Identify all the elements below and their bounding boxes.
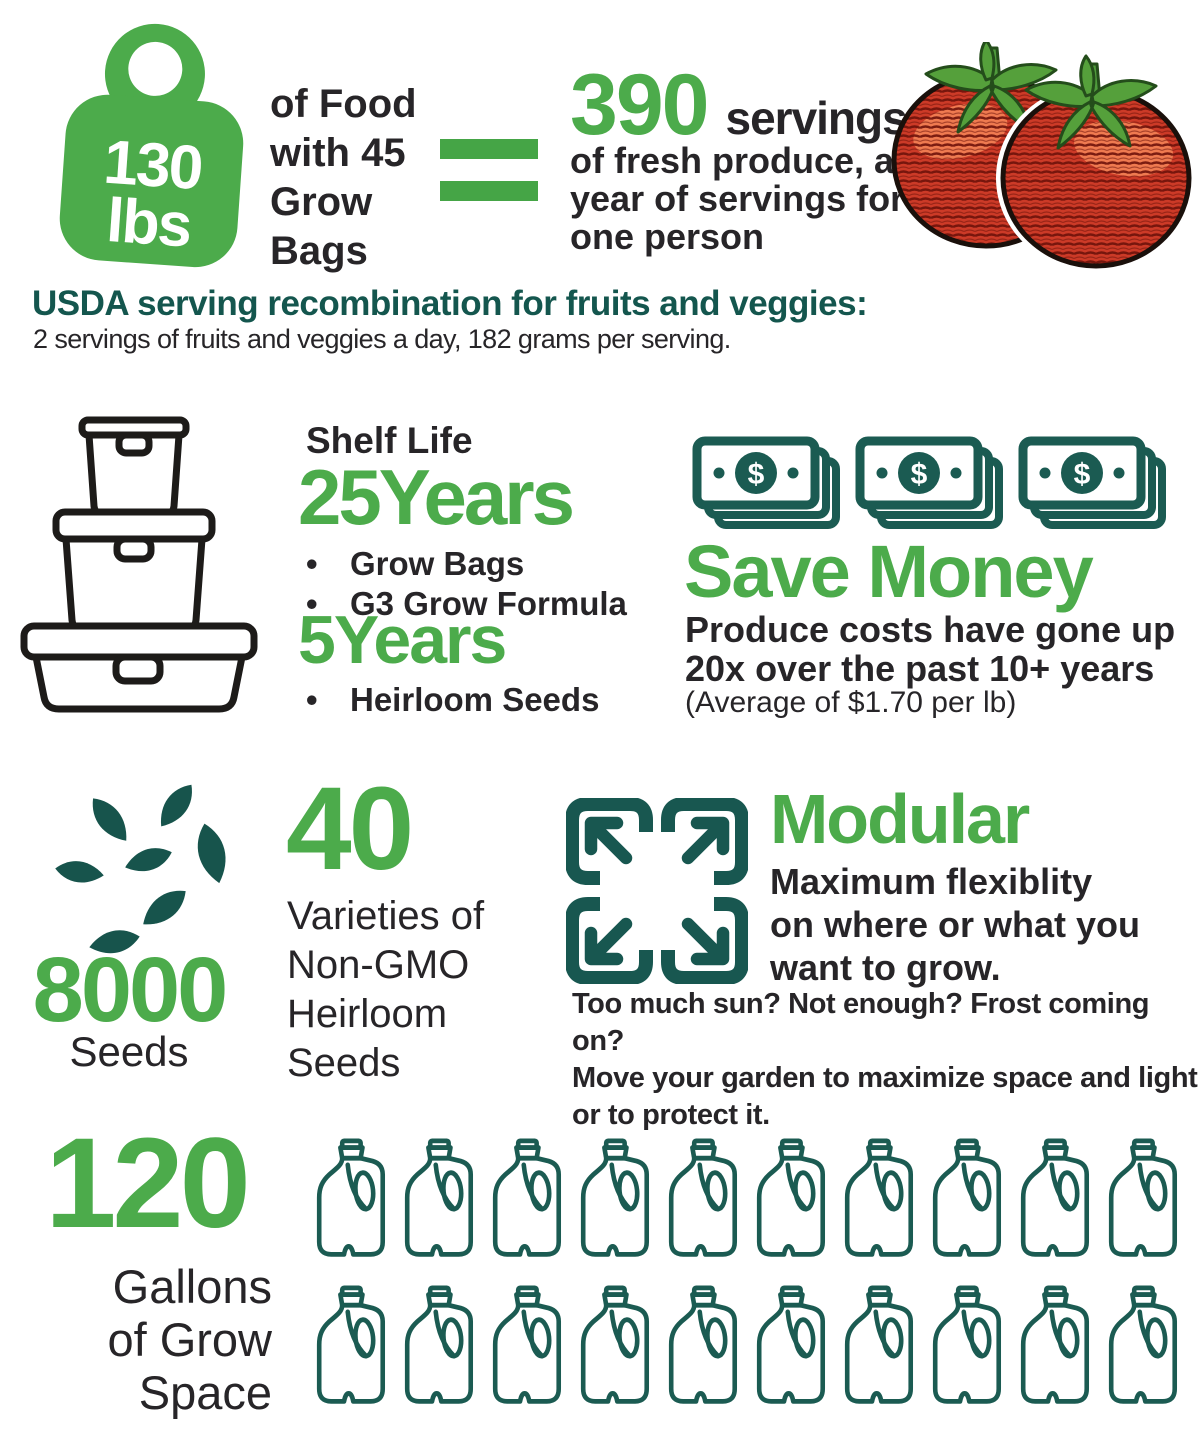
gallon-jug-icon [316,1285,386,1404]
list-item-label: G3 Grow Formula [350,585,627,622]
gallon-jug-icon [580,1285,650,1404]
shelf-life-5-list: • Heirloom Seeds [306,680,599,720]
gallon-jug-icon [844,1285,914,1404]
gallon-jug-icon [404,1285,474,1404]
weight-icon: 130 lbs [50,16,259,275]
gallon-jug-icon [932,1285,1002,1404]
shelf-life-25-years: 25Years [298,453,575,541]
list-item: • Heirloom Seeds [306,680,599,720]
varieties-count: 40 [286,763,414,895]
dollar-sign: $ [911,458,928,491]
weight-unit: lbs [104,186,192,261]
usda-heading: USDA serving recombination for fruits an… [32,284,868,323]
gallon-jug-icon [580,1138,650,1257]
gallon-jug-icon [1108,1138,1178,1257]
bullet-marker: • [306,585,318,622]
money-bill-icon: $ [692,436,840,529]
gallon-jug-icon [668,1285,738,1404]
gallon-jug-icon [932,1138,1002,1257]
servings-description: of fresh produce, a year of servings for… [570,140,905,257]
gallon-jug-icon [1020,1138,1090,1257]
tomatoes-illustration [891,42,1196,272]
gallon-jug-icon [316,1138,386,1257]
shelf-life-heading: Shelf Life [306,420,473,461]
gallon-jug-icon [1020,1285,1090,1404]
gallon-jug-icon [844,1138,914,1257]
shelf-life-5-years: 5Years [298,602,507,678]
varieties-description: Varieties of Non-GMO Heirloom Seeds [287,894,485,1085]
modular-heading: Modular [770,780,1030,858]
save-money-description: Produce costs have gone up 20x over the … [685,609,1176,689]
list-item-label: Heirloom Seeds [350,681,600,718]
weight-value: 130 [102,128,204,204]
modular-description: Maximum flexiblity on where or what you … [770,861,1141,988]
servings-value: 390 [570,57,709,153]
gallon-jug-icon [668,1138,738,1257]
jug-grid [310,1138,1186,1410]
save-money-heading: Save Money [684,530,1094,613]
dollar-sign: $ [748,458,765,491]
storage-containers-icon [20,416,258,713]
gallon-jug-icon [492,1285,562,1404]
gallon-jug-icon [756,1285,826,1404]
bullet-marker: • [306,681,318,718]
expand-arrows-icon [566,798,748,984]
gallon-jug-icon [404,1138,474,1257]
gallons-label: Gallons of Grow Space [107,1260,272,1419]
gallon-jug-icon [492,1138,562,1257]
save-money-note: (Average of $1.70 per lb) [685,686,1017,719]
gallons-count: 120 [45,1112,251,1255]
weight-icon-shape: 130 lbs [59,23,244,268]
money-bill-icon: $ [1018,436,1166,529]
money-icons: $ $ $ [692,436,1168,531]
list-item-label: Grow Bags [350,545,525,582]
list-item: • G3 Grow Formula [306,584,627,624]
servings-headline: 390 servings [570,62,908,148]
seeds-label: Seeds [69,1028,189,1075]
food-with-bags-text: of Food with 45 Grow Bags [270,82,417,273]
gallon-jug-icon [756,1138,826,1257]
servings-word: servings [725,92,908,144]
shelf-life-25-list: • Grow Bags • G3 Grow Formula [306,544,627,624]
money-bill-icon: $ [855,436,1003,529]
bullet-marker: • [306,545,318,582]
seeds-count: 8000 [32,939,229,1041]
usda-subtext: 2 servings of fruits and veggies a day, … [33,324,731,354]
equals-icon [440,139,538,201]
dollar-sign: $ [1074,458,1091,491]
modular-note: Too much sun? Not enough? Frost coming o… [572,988,1198,1131]
list-item: • Grow Bags [306,544,627,584]
gallon-jug-icon [1108,1285,1178,1404]
